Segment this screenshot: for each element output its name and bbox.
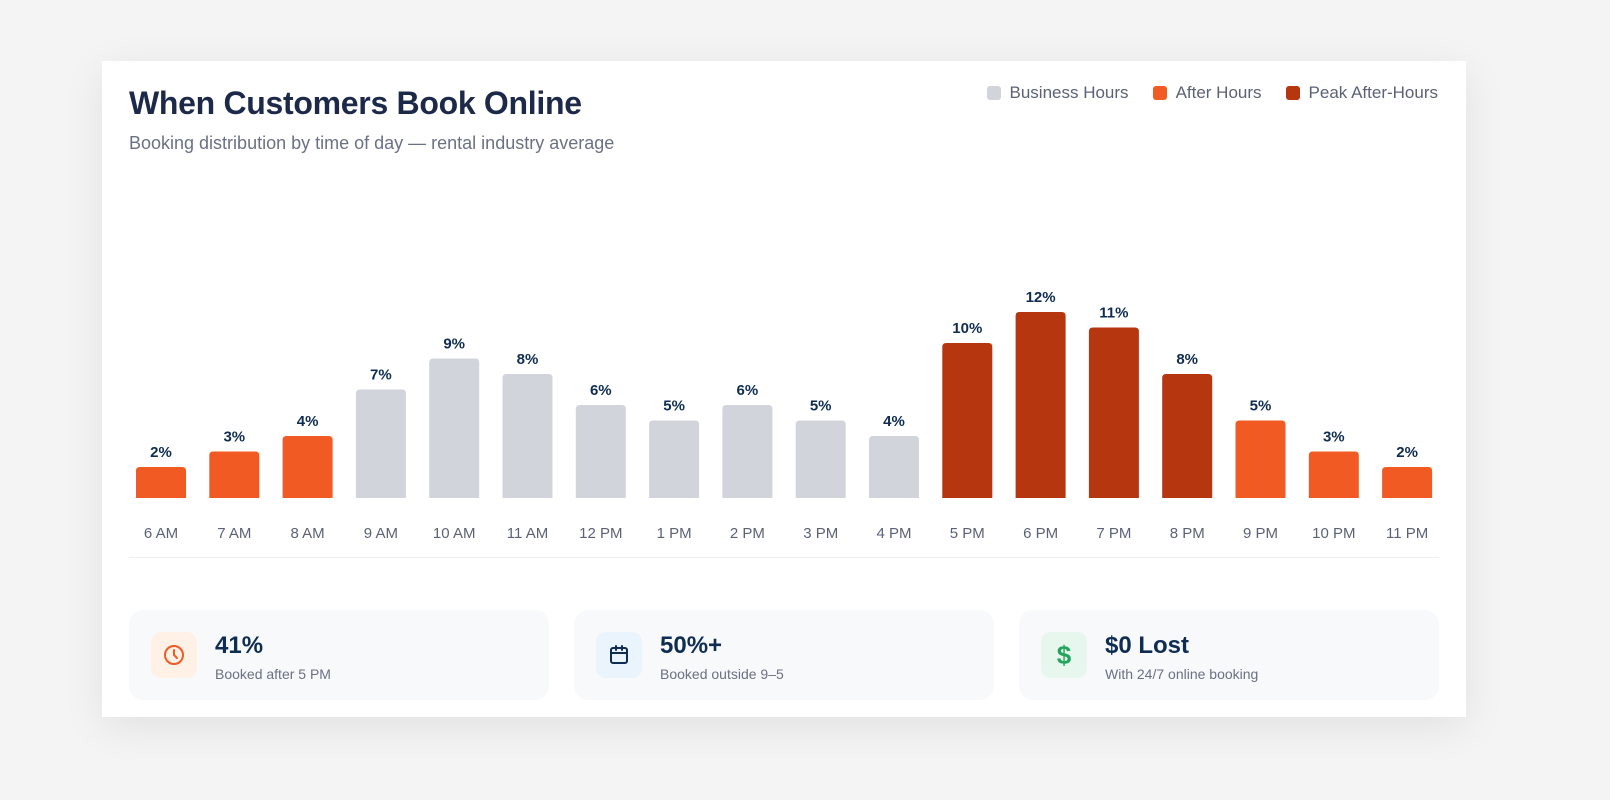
bar-10-pm [1308, 451, 1359, 498]
data-label: 5% [663, 398, 685, 415]
legend: Business Hours After Hours Peak After-Ho… [986, 83, 1438, 103]
data-label: 6% [737, 382, 759, 399]
stat-value: 50%+ [660, 632, 723, 659]
x-tick-label: 10 AM [433, 525, 476, 542]
chart-title: When Customers Book Online [129, 85, 582, 121]
stat-card-after-5pm: 41% Booked after 5 PM [129, 610, 549, 700]
stat-label: Booked after 5 PM [215, 666, 331, 682]
bar-4-pm [869, 436, 919, 498]
stat-card-outside-hours: 50%+ Booked outside 9–5 [574, 610, 994, 700]
bar-3-pm [795, 420, 846, 498]
x-tick-label: 7 PM [1096, 525, 1131, 542]
chart-subtitle: Booking distribution by time of day — re… [129, 133, 615, 153]
bar-8-am [282, 436, 333, 498]
x-tick-label: 8 AM [291, 525, 325, 542]
x-tick-label: 2 PM [730, 525, 765, 542]
data-label: 6% [590, 382, 612, 399]
stats-row: 41% Booked after 5 PM 50%+ Booked outsid… [129, 610, 1439, 700]
x-tick-label: 11 AM [507, 525, 548, 542]
stat-card-zero-lost: $ $0 Lost With 24/7 online booking [1019, 610, 1439, 700]
x-tick-label: 10 PM [1312, 525, 1355, 542]
x-tick-label: 3 PM [803, 525, 838, 542]
x-tick-label: 7 AM [217, 525, 251, 542]
divider [129, 557, 1439, 558]
bar-11-pm [1382, 467, 1433, 498]
data-label: 8% [517, 351, 539, 368]
legend-swatch [1152, 86, 1167, 100]
legend-peak-after-hours: Peak After-Hours [1285, 83, 1438, 103]
legend-business-hours: Business Hours [986, 83, 1129, 103]
data-label: 12% [1026, 289, 1056, 306]
data-label: 7% [370, 367, 392, 384]
bar-11-am [502, 374, 553, 498]
dollar-icon: $ [1041, 632, 1087, 678]
stat-label: With 24/7 online booking [1105, 666, 1259, 682]
data-label: 3% [223, 429, 245, 446]
stat-value: $0 Lost [1105, 632, 1190, 659]
data-label: 4% [297, 413, 319, 430]
stat-value: 41% [215, 632, 264, 659]
bar-7-pm [1088, 327, 1139, 498]
data-label: 2% [150, 444, 172, 461]
legend-after-hours: After Hours [1152, 83, 1262, 103]
data-label: 8% [1176, 351, 1198, 368]
bar-8-pm [1162, 374, 1213, 498]
calendar-icon [596, 632, 642, 678]
data-label: 11% [1099, 305, 1128, 322]
legend-swatch [986, 86, 1001, 100]
x-tick-label: 11 PM [1386, 525, 1428, 542]
data-label: 5% [1250, 398, 1272, 415]
data-label: 10% [952, 320, 982, 337]
data-label: 4% [883, 413, 905, 430]
x-tick-label: 1 PM [657, 525, 692, 542]
bar-2-pm [722, 405, 773, 498]
stat-label: Booked outside 9–5 [660, 666, 784, 682]
bar-6-pm [1015, 312, 1066, 498]
data-label: 5% [810, 398, 832, 415]
x-tick-label: 9 AM [364, 525, 398, 542]
x-tick-label: 4 PM [876, 525, 911, 542]
bar-7-am [209, 451, 260, 498]
clock-icon [151, 632, 197, 678]
x-tick-label: 12 PM [579, 525, 622, 542]
bar-5-pm [942, 343, 993, 498]
chart-card: When Customers Book Online Booking distr… [102, 61, 1466, 717]
x-tick-label: 8 PM [1170, 525, 1205, 542]
x-tick-label: 6 PM [1023, 525, 1058, 542]
bar-9-am [355, 389, 406, 498]
bar-10-am [429, 358, 480, 498]
bar-9-pm [1235, 420, 1286, 498]
bar-chart: 2% 6 AM 3% 7 AM 4% 8 AM 7% 9 AM 9% 10 AM 8% 11 AM 6%… [136, 289, 1433, 542]
data-label: 3% [1323, 429, 1345, 446]
x-tick-label: 6 AM [144, 525, 178, 542]
bar-12-pm [575, 405, 626, 498]
x-tick-label: 5 PM [950, 525, 985, 542]
data-label: 9% [443, 336, 465, 353]
legend-swatch [1285, 86, 1300, 100]
bar-1-pm [649, 420, 700, 498]
bar-6-am [136, 467, 186, 498]
data-label: 2% [1396, 444, 1418, 461]
x-tick-label: 9 PM [1243, 525, 1278, 542]
